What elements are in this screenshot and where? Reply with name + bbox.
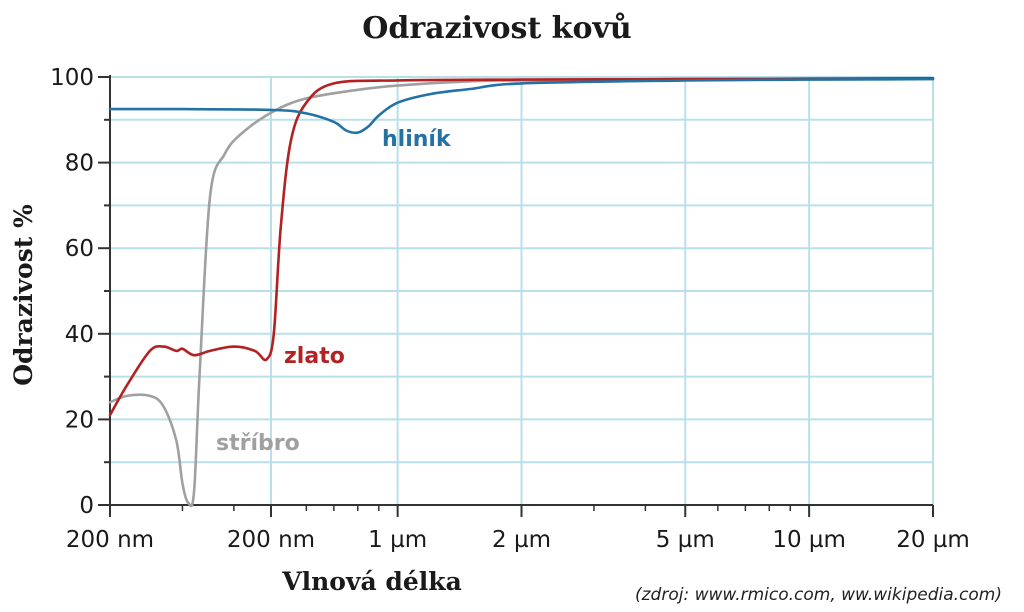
source-note: (zdroj: www.rmico.com, ww.wikipedia.com) bbox=[635, 585, 1002, 605]
series-label: hliník bbox=[382, 127, 452, 152]
series-label: zlato bbox=[284, 344, 345, 369]
x-tick-label: 200 nm bbox=[227, 527, 315, 553]
y-tick-label: 20 bbox=[65, 407, 94, 433]
x-tick-label: 2 µm bbox=[492, 527, 551, 553]
series-label: stříbro bbox=[216, 431, 300, 456]
y-tick-label: 40 bbox=[65, 322, 94, 348]
grid bbox=[110, 76, 934, 505]
x-tick-label: 200 nm bbox=[66, 527, 154, 553]
x-tick-label: 1 µm bbox=[368, 527, 427, 553]
x-tick-label: 10 µm bbox=[772, 527, 846, 553]
series-lines bbox=[108, 77, 935, 508]
axes: 0 20 40 60 80 100 200 nm 200 nm 1 µm 2 µm 5 µm 10 µ… bbox=[50, 65, 970, 553]
series-labels: stříbro zlato hliník bbox=[216, 127, 452, 456]
series-line-zlato bbox=[108, 77, 935, 417]
x-tick-label: 20 µm bbox=[896, 527, 970, 553]
x-tick-label: 5 µm bbox=[656, 527, 715, 553]
y-tick-label: 60 bbox=[65, 236, 94, 262]
x-axis-label: Vlnová délka bbox=[281, 567, 462, 596]
chart-title: Odrazivost kovů bbox=[362, 11, 631, 46]
y-tick-label: 0 bbox=[79, 493, 94, 519]
y-tick-label: 80 bbox=[65, 151, 94, 177]
y-tick-label: 100 bbox=[50, 65, 94, 91]
series-line-hliník bbox=[108, 77, 935, 135]
y-axis-label: Odrazivost % bbox=[9, 204, 38, 386]
